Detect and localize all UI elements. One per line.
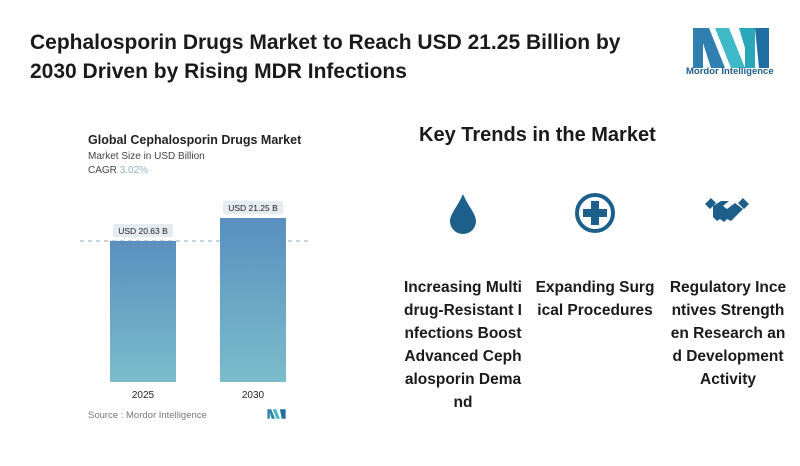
chart-subtitle: Market Size in USD Billion xyxy=(88,151,205,162)
data-label: USD 20.63 B xyxy=(118,226,168,236)
trends-heading: Key Trends in the Market xyxy=(419,124,656,146)
bar-2030 xyxy=(220,218,286,382)
mordor-small-logo-icon xyxy=(267,409,286,419)
trend-3-label: Regulatory Incentives Strengthen Researc… xyxy=(669,279,787,388)
page-title: Cephalosporin Drugs Market to Reach USD … xyxy=(30,31,621,83)
chart-title: Global Cephalosporin Drugs Market xyxy=(88,133,302,147)
cagr: CAGR 3.02% xyxy=(88,165,149,176)
medical-cross-icon xyxy=(575,193,615,233)
x-tick-label: 2025 xyxy=(132,390,155,401)
chart-source: Source : Mordor Intelligence xyxy=(88,410,207,421)
data-label: USD 21.25 B xyxy=(228,203,278,213)
x-tick-label: 2030 xyxy=(242,390,265,401)
handshake-icon xyxy=(705,198,749,222)
water-drop-icon xyxy=(450,194,476,234)
data-label-bg xyxy=(113,223,173,237)
data-label-bg xyxy=(223,201,283,214)
bar-2025 xyxy=(110,240,176,382)
mordor-logo-icon xyxy=(693,28,769,68)
cagr-value: 3.02% xyxy=(119,165,149,176)
logo-text: Mordor Intelligence xyxy=(686,66,774,77)
trend-1-label: Increasing Multidrug-Resistant Infection… xyxy=(404,279,522,411)
trend-2-label: Expanding Surgical Procedures xyxy=(535,279,655,319)
